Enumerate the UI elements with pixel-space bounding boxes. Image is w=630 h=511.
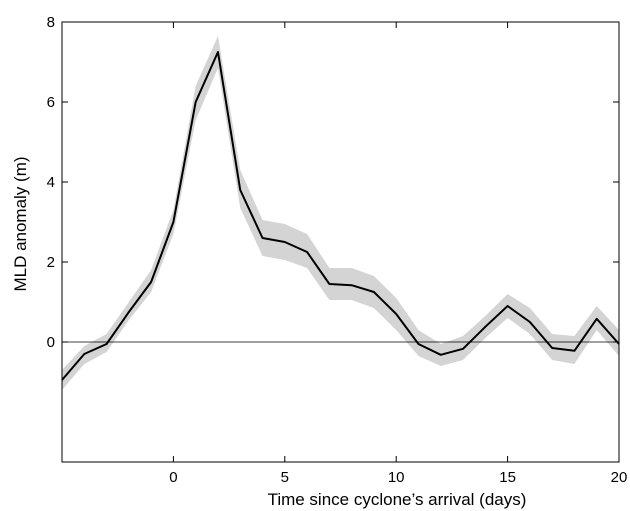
x-tick-label: 10 <box>388 469 405 486</box>
y-tick-label: 4 <box>47 174 55 191</box>
x-tick-label: 0 <box>169 469 177 486</box>
y-tick-label: 2 <box>47 254 55 271</box>
x-tick-label: 5 <box>281 469 289 486</box>
x-tick-label: 15 <box>499 469 516 486</box>
x-axis-label: Time since cyclone’s arrival (days) <box>268 490 527 509</box>
y-tick-label: 6 <box>47 94 55 111</box>
y-axis-label: MLD anomaly (m) <box>11 156 30 291</box>
mld-anomaly-line <box>61 51 620 381</box>
y-tick-label: 8 <box>47 14 55 31</box>
confidence-band <box>62 36 619 390</box>
x-tick-label: 20 <box>611 469 628 486</box>
y-tick-label: 0 <box>47 334 55 351</box>
plot-frame <box>61 21 620 463</box>
